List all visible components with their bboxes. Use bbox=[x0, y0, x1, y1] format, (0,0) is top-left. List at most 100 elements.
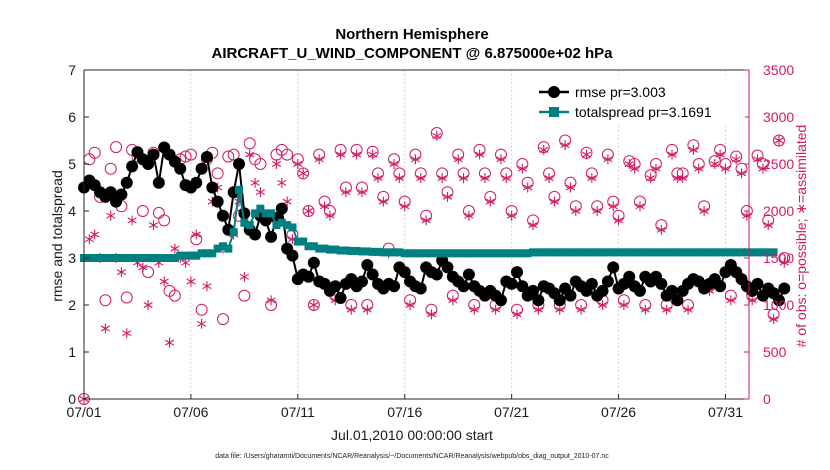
obs-assimilated-point bbox=[752, 154, 763, 165]
totalspread-point bbox=[128, 254, 137, 262]
totalspread-point bbox=[710, 248, 719, 257]
totalspread-point bbox=[539, 248, 548, 257]
obs-assimilated-point bbox=[592, 206, 602, 216]
obs-assimilated-point bbox=[656, 224, 666, 235]
obs-assimilated-point bbox=[619, 300, 629, 310]
y-left-tick-label: 7 bbox=[68, 62, 76, 78]
rmse-point bbox=[527, 284, 540, 297]
obs-assimilated-point bbox=[106, 210, 116, 221]
legend-spread-label: totalspread pr=3.1691 bbox=[575, 104, 712, 120]
rmse-point bbox=[147, 148, 160, 161]
legend-box bbox=[533, 78, 745, 126]
totalspread-point bbox=[218, 242, 227, 251]
obs-assimilated-point bbox=[196, 318, 207, 329]
obs-assimilated-point bbox=[544, 173, 554, 184]
totalspread-point bbox=[309, 242, 318, 251]
totalspread-point bbox=[422, 249, 431, 258]
rmse-point bbox=[216, 209, 229, 222]
obs-assimilated-point bbox=[245, 149, 255, 160]
obs-possible-point bbox=[772, 134, 785, 147]
obs-assimilated-point bbox=[432, 130, 442, 141]
obs-assimilated-point bbox=[303, 206, 314, 216]
obs-assimilated-point bbox=[678, 173, 688, 184]
obs-possible-point bbox=[179, 150, 192, 163]
obs-assimilated-point bbox=[378, 196, 388, 207]
totalspread-point bbox=[566, 248, 575, 257]
obs-assimilated-point bbox=[341, 187, 351, 198]
y-left-tick-label: 4 bbox=[68, 203, 76, 219]
rmse-point bbox=[200, 150, 213, 163]
rmse-point bbox=[286, 249, 299, 262]
totalspread-point bbox=[117, 254, 126, 262]
obs-assimilated-point bbox=[496, 154, 506, 165]
chart-subtitle: AIRCRAFT_U_WIND_COMPONENT @ 6.875000e+02… bbox=[212, 45, 614, 62]
totalspread-point bbox=[625, 248, 634, 257]
totalspread-point bbox=[192, 251, 201, 260]
totalspread-point bbox=[529, 248, 538, 257]
obs-assimilated-point bbox=[549, 196, 560, 207]
obs-assimilated-point bbox=[603, 154, 613, 165]
y-right-tick-label: 2500 bbox=[763, 156, 794, 172]
obs-assimilated-point bbox=[421, 215, 431, 226]
totalspread-point bbox=[705, 248, 714, 257]
rmse-point bbox=[259, 214, 272, 227]
obs-assimilated-point bbox=[250, 177, 260, 188]
totalspread-point bbox=[304, 242, 313, 251]
obs-assimilated-point bbox=[768, 314, 779, 325]
y-right-tick-label: 3000 bbox=[763, 109, 794, 125]
totalspread-point bbox=[470, 249, 479, 258]
totalspread-point bbox=[224, 244, 233, 253]
obs-assimilated-point bbox=[571, 206, 581, 216]
totalspread-point bbox=[726, 248, 735, 257]
obs-assimilated-point bbox=[325, 210, 335, 221]
y-left-tick-label: 5 bbox=[68, 156, 76, 172]
obs-assimilated-point bbox=[319, 201, 330, 212]
axes bbox=[83, 69, 750, 400]
obs-possible-point bbox=[120, 291, 133, 304]
rmse-point bbox=[120, 176, 133, 189]
y-left-axis-label: rmse and totalspread bbox=[49, 170, 65, 302]
rmse-point bbox=[233, 158, 246, 170]
obs-assimilated-point bbox=[346, 304, 356, 315]
rmse-point bbox=[307, 256, 320, 269]
rmse-point bbox=[414, 282, 427, 295]
obs-possible-point bbox=[243, 137, 256, 150]
totalspread-point bbox=[534, 248, 543, 257]
obs-assimilated-point bbox=[694, 163, 704, 174]
obs-assimilated-point bbox=[362, 304, 372, 315]
obs-assimilated-point bbox=[416, 173, 426, 184]
obs-assimilated-point bbox=[458, 173, 469, 184]
obs-possible-point bbox=[216, 313, 229, 326]
totalspread-point bbox=[85, 254, 94, 262]
totalspread-point bbox=[277, 218, 286, 227]
obs-assimilated-point bbox=[400, 201, 410, 212]
obs-assimilated-point bbox=[726, 295, 736, 306]
obs-assimilated-point bbox=[84, 234, 94, 245]
totalspread-point bbox=[737, 248, 746, 257]
x-tick-label: 07/01 bbox=[66, 404, 101, 420]
x-tick-labels: 07/01 07/06 07/11 07/16 07/21 07/26 07/31 bbox=[66, 394, 743, 420]
obs-assimilated-point bbox=[485, 196, 495, 207]
totalspread-point bbox=[144, 254, 153, 262]
obs-possible-point bbox=[297, 167, 310, 180]
totalspread-point bbox=[390, 248, 399, 257]
totalspread-point bbox=[721, 248, 730, 257]
rmse-point bbox=[772, 294, 785, 307]
obs-assimilated-point bbox=[587, 173, 597, 184]
obs-assimilated-point bbox=[389, 159, 399, 169]
rmse-point bbox=[398, 266, 411, 279]
totalspread-point bbox=[662, 248, 671, 257]
rmse-point bbox=[714, 280, 727, 293]
totalspread-point bbox=[630, 248, 639, 257]
totalspread-point bbox=[374, 247, 383, 256]
obs-assimilated-point bbox=[688, 144, 699, 155]
rmse-point bbox=[505, 277, 518, 290]
totalspread-point bbox=[716, 248, 725, 257]
totalspread-point bbox=[245, 221, 254, 230]
rmse-point bbox=[366, 268, 379, 281]
totalspread-point bbox=[507, 249, 516, 258]
totalspread-point bbox=[561, 248, 570, 257]
totalspread-point bbox=[400, 249, 409, 258]
y-right-tick-labels: 0 500 1000 1500 2000 2500 3000 3500 bbox=[744, 62, 794, 407]
